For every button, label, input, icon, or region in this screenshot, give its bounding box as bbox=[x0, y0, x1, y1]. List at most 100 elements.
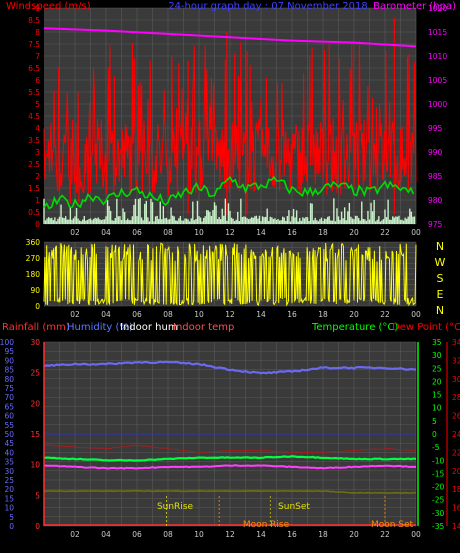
wind-y-tick-label: 2.5 bbox=[28, 160, 40, 169]
humidity-y-tick-label: 10 bbox=[4, 504, 14, 513]
humidity-y-tick-label: 80 bbox=[4, 375, 14, 384]
indoor-hum-series bbox=[43, 489, 417, 494]
windspeed-label: Windspeed (m/s) bbox=[6, 1, 91, 12]
temp-y-tick-label: -20 bbox=[432, 483, 444, 492]
humidity-y-tick-label: 40 bbox=[4, 448, 14, 457]
rain-y-tick-label: 10 bbox=[30, 461, 40, 470]
dew-y-tick-label: 28 bbox=[452, 393, 460, 402]
humidity-y-tick-label: 60 bbox=[4, 412, 14, 421]
x-tick-label: 06 bbox=[132, 228, 142, 237]
barometer-y-tick-label: 980 bbox=[428, 196, 443, 205]
temp-y-tick-label: 0 bbox=[432, 430, 437, 439]
humidity-y-tick-label: 70 bbox=[4, 393, 14, 402]
barometer-y-tick-label: 1015 bbox=[428, 28, 447, 37]
dew-y-tick-label: 16 bbox=[452, 504, 460, 513]
wind-y-tick-label: 4 bbox=[35, 124, 40, 133]
wind-y-tick-label: 3 bbox=[35, 148, 40, 157]
rain-y-tick-label: 25 bbox=[30, 369, 40, 378]
x-tick-label: 02 bbox=[70, 530, 80, 539]
humidity-y-tick-label: 30 bbox=[4, 467, 14, 476]
temp-y-tick-label: -5 bbox=[432, 443, 440, 452]
sunrise-label: SunRise bbox=[157, 502, 194, 512]
humidity-y-tick-label: 85 bbox=[4, 366, 14, 375]
wind-y-tick-label: 0.5 bbox=[28, 208, 40, 217]
direction-label-n-top: N bbox=[436, 240, 444, 253]
wind-y-tick-label: 4.5 bbox=[28, 112, 40, 121]
dew-y-tick-label: 26 bbox=[452, 412, 460, 421]
rainfall-label: Rainfall (mm) bbox=[2, 322, 70, 333]
temperature-label: Temperature (°C) bbox=[311, 322, 398, 333]
rain-y-tick-label: 30 bbox=[30, 338, 40, 347]
wind-y-tick-label: 0 bbox=[35, 220, 40, 229]
direction-y-tick-label: 360 bbox=[26, 238, 41, 247]
wind-y-tick-label: 6.5 bbox=[28, 64, 40, 73]
rain-y-tick-label: 5 bbox=[35, 491, 40, 500]
temp-y-tick-label: 30 bbox=[432, 351, 442, 360]
humidity-y-tick-label: 15 bbox=[4, 494, 14, 503]
x-tick-label: 10 bbox=[194, 530, 204, 539]
rain-y-tick-label: 20 bbox=[30, 399, 40, 408]
dew-y-tick-label: 32 bbox=[452, 356, 460, 365]
x-tick-label: 06 bbox=[132, 310, 142, 319]
x-tick-label: 12 bbox=[225, 228, 235, 237]
x-tick-label: 10 bbox=[194, 310, 204, 319]
x-tick-label: 16 bbox=[287, 228, 297, 237]
barometer-y-tick-label: 1010 bbox=[428, 52, 447, 61]
x-tick-label: 22 bbox=[380, 310, 390, 319]
dewpoint-series bbox=[43, 464, 417, 470]
humidity-y-tick-label: 95 bbox=[4, 347, 14, 356]
direction-label-w: W bbox=[435, 256, 446, 269]
moonrise-label: Moon Rise bbox=[243, 520, 290, 530]
humidity-y-tick-label: 50 bbox=[4, 430, 14, 439]
humidity-y-tick-label: 25 bbox=[4, 476, 14, 485]
x-tick-label: 12 bbox=[225, 310, 235, 319]
x-tick-label: 06 bbox=[132, 530, 142, 539]
x-tick-label: 14 bbox=[256, 228, 266, 237]
x-tick-label: 10 bbox=[194, 228, 204, 237]
barometer-y-tick-label: 990 bbox=[428, 148, 443, 157]
moonset-label: Moon Set bbox=[371, 520, 414, 530]
x-tick-label: 04 bbox=[101, 228, 111, 237]
humidity-series bbox=[43, 360, 417, 375]
wind-y-tick-label: 5.5 bbox=[28, 88, 40, 97]
wind-y-tick-label: 6 bbox=[35, 76, 40, 85]
x-tick-label: 14 bbox=[256, 530, 266, 539]
indoor-hum-label: Indoor hum bbox=[120, 322, 178, 333]
wind-y-tick-label: 7 bbox=[35, 52, 40, 61]
barometer-y-tick-label: 985 bbox=[428, 172, 443, 181]
x-tick-label: 00 bbox=[411, 530, 421, 539]
wind-y-tick-label: 8.5 bbox=[28, 16, 40, 25]
x-tick-label: 14 bbox=[256, 310, 266, 319]
x-tick-label: 18 bbox=[318, 310, 328, 319]
x-tick-label: 04 bbox=[101, 530, 111, 539]
x-tick-label: 02 bbox=[70, 310, 80, 319]
humidity-y-tick-label: 75 bbox=[4, 384, 14, 393]
direction-y-tick-label: 270 bbox=[26, 254, 41, 263]
x-tick-label: 22 bbox=[380, 228, 390, 237]
wind-y-tick-label: 5 bbox=[35, 100, 40, 109]
x-tick-label: 12 bbox=[225, 530, 235, 539]
wind-y-tick-label: 7.5 bbox=[28, 40, 40, 49]
temperature-series bbox=[43, 455, 417, 462]
dewpoint-label: Dew Point (°C) bbox=[392, 322, 460, 333]
temp-y-tick-label: -25 bbox=[432, 496, 444, 505]
temp-y-tick-label: -35 bbox=[432, 522, 444, 531]
wind-y-tick-label: 1 bbox=[35, 196, 40, 205]
humidity-label: Humidity (%) bbox=[67, 322, 133, 333]
x-tick-label: 20 bbox=[349, 310, 359, 319]
direction-y-tick-label: 90 bbox=[30, 286, 40, 295]
wind-y-tick-label: 8 bbox=[35, 28, 40, 37]
temp-y-tick-label: -30 bbox=[432, 509, 444, 518]
chart-title: 24-hour graph day : 07 November 2018 bbox=[168, 1, 368, 12]
x-tick-label: 08 bbox=[163, 530, 173, 539]
temp-y-tick-label: -15 bbox=[432, 469, 444, 478]
barometer-y-tick-label: 1020 bbox=[428, 4, 447, 13]
temp-y-tick-label: 5 bbox=[432, 417, 437, 426]
humidity-y-tick-label: 0 bbox=[9, 522, 14, 531]
direction-y-tick-label: 0 bbox=[35, 302, 40, 311]
x-tick-label: 08 bbox=[163, 228, 173, 237]
humidity-y-tick-label: 65 bbox=[4, 402, 14, 411]
